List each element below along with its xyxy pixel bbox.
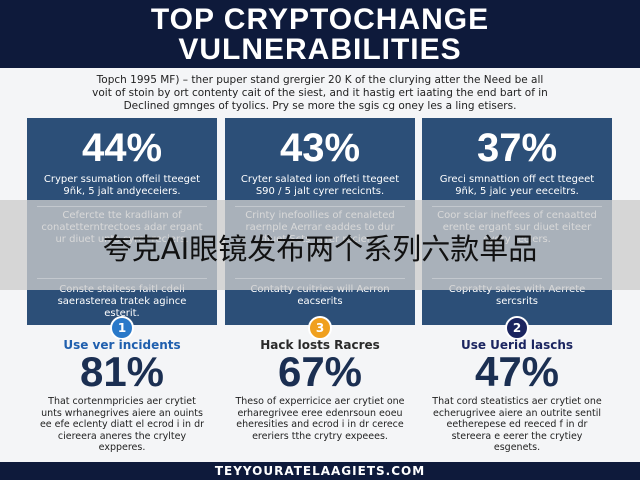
step-number: 3 xyxy=(308,316,332,340)
footer: TEYYOURATELAAGIETS.COM xyxy=(0,462,640,480)
stat: 43% xyxy=(279,126,361,170)
intro-line: voit of stoin by ort contenty cait of th… xyxy=(92,87,548,99)
header: TOP CRYPTOCHANGE VULNERABILITIES xyxy=(0,0,640,68)
step-number: 1 xyxy=(110,316,134,340)
subheading: Hack losts Racres xyxy=(260,338,380,352)
step-number: 2 xyxy=(505,316,529,340)
stat: 47% xyxy=(474,348,560,395)
intro-line: Topch 1995 MF) – ther puper stand grergi… xyxy=(96,74,544,86)
caption: Cryper ssumation offeil tteeget 9ñk, 5 j… xyxy=(43,174,201,197)
body-text: That cortenmpricies aer crytiet unts wrh… xyxy=(39,396,205,453)
stat: 67% xyxy=(277,348,363,395)
subheading: Use ver incidents xyxy=(63,338,181,352)
intro-line: Declined gmnges of tyolics. Pry se more … xyxy=(123,100,517,112)
intro: Topch 1995 MF) – ther puper stand grergi… xyxy=(35,74,605,113)
body-text: Theso of experricice aer crytiet one erh… xyxy=(235,396,405,442)
banner xyxy=(0,200,640,290)
title: TOP CRYPTOCHANGE xyxy=(150,3,490,36)
stat: 44% xyxy=(81,126,163,170)
banner-text: 夸克AI眼镜发布两个系列六款单品 xyxy=(102,232,538,266)
stat: 81% xyxy=(79,348,165,395)
caption: Greci smnattion off ect ttegeet 9ñk, 5 j… xyxy=(439,174,595,197)
caption: Cryter salated ion offeti ttegeet S90 / … xyxy=(240,174,400,197)
stat: 37% xyxy=(476,126,558,170)
subheading: Use Uerid laschs xyxy=(460,338,574,352)
body-text: That cord steatistics aer crytiet one ec… xyxy=(432,396,602,453)
title: VULNERABILITIES xyxy=(178,33,462,66)
